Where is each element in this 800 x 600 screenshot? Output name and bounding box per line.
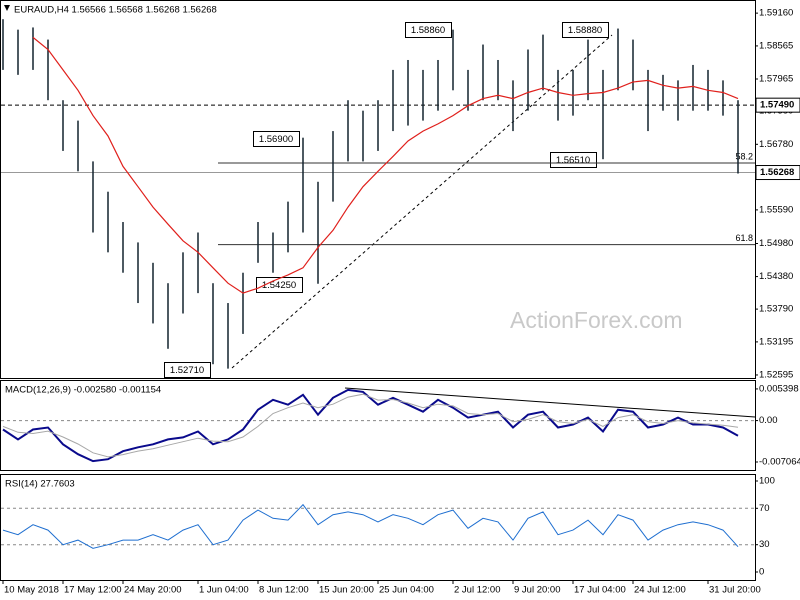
y-tick-label: 1.57965 <box>759 74 793 85</box>
annotation: 1.56510 <box>556 155 590 166</box>
annotation: 1.56900 <box>259 134 293 145</box>
indicator-line <box>2 393 739 458</box>
annotation-box <box>405 22 452 38</box>
title-icon <box>4 5 10 11</box>
annotation: 1.54250 <box>262 280 296 291</box>
fib-label: 61.8 <box>735 233 753 243</box>
annotation-box <box>164 362 211 378</box>
chart-title: EURAUD,H4 1.56566 1.56568 1.56268 1.5626… <box>14 5 217 16</box>
price-label: 1.56268 <box>760 167 794 178</box>
y-tick-label: 30 <box>759 539 770 550</box>
macd-trend-line <box>344 387 756 418</box>
y-tick-label: 1.52595 <box>759 369 793 380</box>
y-tick-label: 1.58565 <box>759 40 793 51</box>
watermark: ActionForex.com <box>510 307 683 333</box>
indicator-line <box>2 388 739 463</box>
annotation-box <box>550 152 597 168</box>
annotations: 1.58860 1.58880 1.56900 1.56510 1.54250 … <box>164 22 609 378</box>
x-tick-label: 15 Jun 20:00 <box>319 585 374 596</box>
macd-title: MACD(12,26,9) -0.002580 -0.001154 <box>5 385 161 396</box>
x-tick-label: 31 Jul 20:00 <box>709 585 761 596</box>
macd-panel <box>0 380 756 471</box>
y-tick-label: 1.56780 <box>759 139 793 150</box>
y-tick-label: 1.54980 <box>759 238 793 249</box>
x-tick-label: 10 May 2018 <box>4 585 59 596</box>
annotation: 1.52710 <box>170 365 204 376</box>
x-tick-label: 24 May 20:00 <box>124 585 182 596</box>
annotation-box <box>256 277 303 293</box>
y-tick-label: 1.53790 <box>759 304 793 315</box>
x-tick-label: 17 May 12:00 <box>64 585 122 596</box>
x-tick-label: 1 Jun 04:00 <box>199 585 249 596</box>
x-tick-label: 9 Jul 20:00 <box>514 585 560 596</box>
annotation: 1.58880 <box>568 25 602 36</box>
y-tick-label: 0.005398 <box>759 383 799 394</box>
y-tick-label: 0 <box>759 567 764 578</box>
price-panel <box>0 0 756 379</box>
x-tick-label: 17 Jul 04:00 <box>574 585 626 596</box>
y-tick-label: 1.53195 <box>759 336 793 347</box>
price-label-box <box>755 165 800 181</box>
moving-average <box>32 36 739 294</box>
y-tick-label: 0.00 <box>759 415 778 426</box>
y-tick-label: 1.54380 <box>759 271 793 282</box>
annotation-box <box>562 22 609 38</box>
y-tick-label: 100 <box>759 476 775 487</box>
rsi-title: RSI(14) 27.7603 <box>5 479 75 490</box>
trend-line <box>231 34 613 369</box>
fib-label: 58.2 <box>735 151 753 161</box>
x-tick-label: 8 Jun 12:00 <box>259 585 309 596</box>
indicator-line <box>2 503 739 549</box>
y-tick-label: 70 <box>759 503 770 514</box>
price-label: 1.57490 <box>760 100 794 111</box>
annotation-box <box>253 131 300 147</box>
y-tick-label: -0.007064 <box>759 457 800 468</box>
y-tick-label: 1.59160 <box>759 8 793 19</box>
price-label-box <box>755 97 800 113</box>
x-tick-label: 25 Jun 04:00 <box>379 585 434 596</box>
annotation: 1.58860 <box>411 25 445 36</box>
y-tick-label: 1.55590 <box>759 204 793 215</box>
x-tick-label: 2 Jul 12:00 <box>454 585 500 596</box>
x-tick-label: 24 Jul 12:00 <box>634 585 686 596</box>
